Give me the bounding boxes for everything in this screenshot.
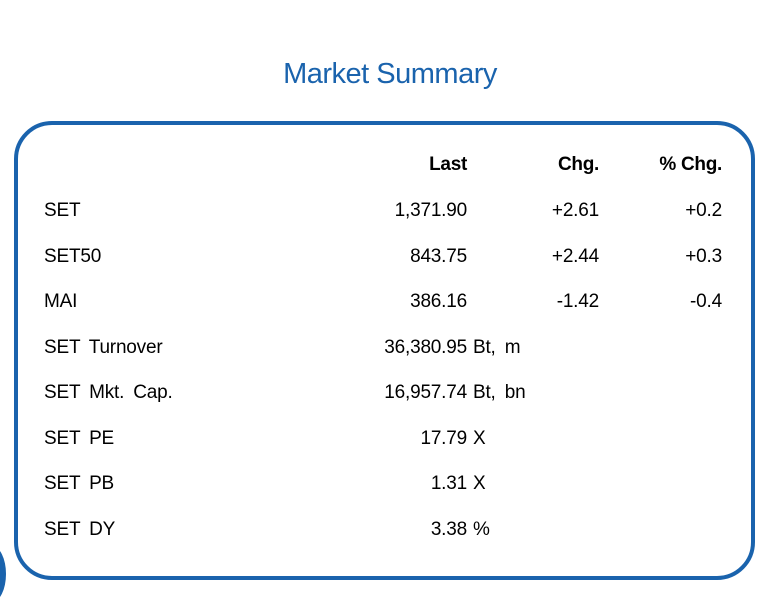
row-last-value: 16,957.74 <box>384 382 467 403</box>
page-title: Market Summary <box>283 58 497 90</box>
column-header-last: Last <box>429 154 467 175</box>
row-last-value: 36,380.95 <box>384 337 467 358</box>
row-name: SET <box>44 200 81 221</box>
row-last-value: 3.38 <box>430 519 467 540</box>
row-name: SET Mkt. Cap. <box>44 382 173 403</box>
row-unit: X <box>473 428 486 449</box>
summary-panel <box>14 121 755 580</box>
row-change: -1.42 <box>556 291 600 312</box>
row-unit: Bt, m <box>473 337 521 358</box>
row-pct-change: +0.3 <box>685 246 722 267</box>
row-unit: X <box>473 473 486 494</box>
row-last-value: 1,371.90 <box>394 200 468 221</box>
decorative-shape <box>0 546 6 602</box>
row-name: SET Turnover <box>44 337 163 358</box>
column-header-pct-chg: % Chg. <box>659 154 722 175</box>
row-name: SET PE <box>44 428 115 449</box>
row-name: MAI <box>44 291 78 312</box>
row-unit: Bt, bn <box>473 382 526 403</box>
row-name: SET DY <box>44 519 116 540</box>
row-last-value: 843.75 <box>410 246 467 267</box>
row-name: SET PB <box>44 473 115 494</box>
row-change: +2.61 <box>551 200 599 221</box>
row-pct-change: +0.2 <box>685 200 722 221</box>
row-pct-change: -0.4 <box>690 291 722 312</box>
row-change: +2.44 <box>551 246 599 267</box>
row-last-value: 386.16 <box>410 291 467 312</box>
row-unit: % <box>473 519 490 540</box>
row-last-value: 17.79 <box>420 428 467 449</box>
column-header-chg: Chg. <box>557 154 599 175</box>
row-name: SET50 <box>44 246 102 267</box>
row-last-value: 1.31 <box>430 473 467 494</box>
